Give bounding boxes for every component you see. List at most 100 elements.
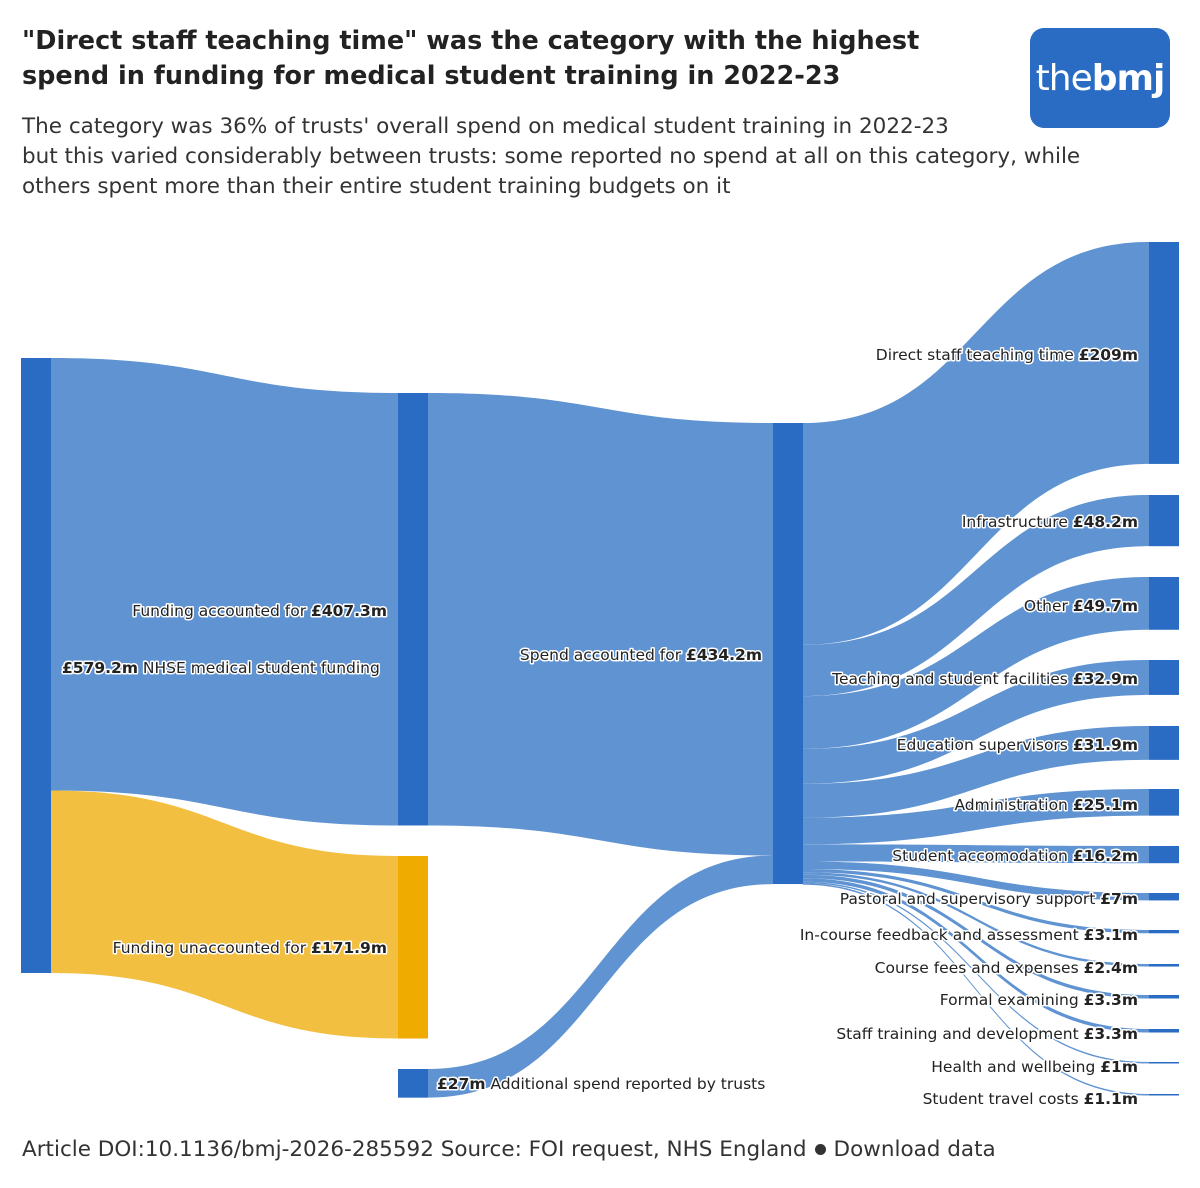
label-c14-value: £1.1m	[1084, 1090, 1138, 1108]
flow-spend-to-c5[interactable]	[803, 726, 1149, 818]
flow-spend-to-c13[interactable]	[803, 881, 1149, 1064]
label-c9-value: £3.1m	[1084, 926, 1138, 944]
label-additional-value: £27m	[437, 1075, 486, 1093]
label-c11-value: £3.3m	[1084, 991, 1138, 1009]
node-accounted[interactable]	[398, 393, 428, 826]
label-additional-name: Additional spend reported by trusts	[486, 1075, 766, 1093]
flow-nhse-to-accounted[interactable]	[51, 358, 398, 826]
label-c6: Administration £25.1m	[954, 796, 1138, 814]
node-c12[interactable]	[1149, 1029, 1179, 1033]
label-spend-name: Spend accounted for	[520, 646, 686, 664]
flow-nhse-to-unaccounted[interactable]	[51, 790, 398, 1039]
node-c5[interactable]	[1149, 726, 1179, 760]
label-c9: In-course feedback and assessment £3.1m	[800, 926, 1138, 944]
label-c5-value: £31.9m	[1073, 736, 1138, 754]
flow-spend-to-c4[interactable]	[803, 660, 1149, 784]
label-c14: Student travel costs £1.1m	[923, 1090, 1138, 1108]
label-c6-name: Administration	[954, 796, 1072, 814]
label-c5: Education supervisors £31.9m	[897, 736, 1138, 754]
node-c4[interactable]	[1149, 660, 1179, 695]
flow-spend-to-c7[interactable]	[803, 844, 1149, 864]
flow-spend-to-c14[interactable]	[803, 883, 1149, 1096]
label-c1-name: Direct staff teaching time	[876, 346, 1079, 364]
node-c2[interactable]	[1149, 495, 1179, 547]
node-additional[interactable]	[398, 1069, 428, 1098]
node-nhse[interactable]	[21, 358, 51, 973]
label-c5-name: Education supervisors	[897, 736, 1073, 754]
label-nhse-name: NHSE medical student funding	[138, 659, 380, 677]
flow-spend-to-c9[interactable]	[803, 868, 1149, 934]
flow-spend-to-c2[interactable]	[803, 495, 1149, 697]
flow-spend-to-c10[interactable]	[803, 872, 1149, 967]
label-unaccounted-name: Funding unaccounted for	[113, 939, 311, 957]
download-data-link[interactable]: Download data	[833, 1137, 996, 1162]
subtitle-line-3: others spent more than their entire stud…	[22, 174, 731, 199]
label-unaccounted-value: £171.9m	[311, 939, 387, 957]
separator-dot-icon	[814, 1143, 826, 1155]
label-nhse-value: £579.2m	[62, 659, 138, 677]
label-additional: £27m Additional spend reported by trusts	[437, 1075, 765, 1093]
bmj-logo[interactable]: the bmj	[1030, 28, 1170, 128]
label-c7-value: £16.2m	[1073, 847, 1138, 865]
flow-spend-to-c12[interactable]	[803, 878, 1149, 1033]
label-unaccounted: Funding unaccounted for £171.9m	[113, 939, 387, 957]
label-c2: Infrastructure £48.2m	[962, 513, 1138, 531]
label-c7: Student accomodation £16.2m	[892, 847, 1138, 865]
flow-spend-to-c8[interactable]	[803, 861, 1149, 901]
label-c9-name: In-course feedback and assessment	[800, 926, 1084, 944]
label-c2-value: £48.2m	[1073, 513, 1138, 531]
label-c10: Course fees and expenses £2.4m	[875, 959, 1138, 977]
label-spend-value: £434.2m	[686, 646, 762, 664]
node-c10[interactable]	[1149, 964, 1179, 967]
node-c11[interactable]	[1149, 995, 1179, 999]
label-c14-name: Student travel costs	[923, 1090, 1084, 1108]
label-c13: Health and wellbeing £1m	[931, 1058, 1138, 1076]
flow-accounted-to-spend[interactable]	[428, 393, 773, 856]
label-accounted-value: £407.3m	[311, 602, 387, 620]
footer: Article DOI:10.1136/bmj-2026-285592 Sour…	[22, 1137, 996, 1162]
node-c8[interactable]	[1149, 893, 1179, 901]
label-c3-value: £49.7m	[1073, 597, 1138, 615]
label-c4: Teaching and student facilities £32.9m	[831, 670, 1138, 688]
node-unaccounted[interactable]	[398, 856, 428, 1039]
logo-text-bmj: bmj	[1091, 57, 1166, 99]
article-doi: Article DOI:10.1136/bmj-2026-285592	[22, 1137, 434, 1162]
label-nhse: £579.2m NHSE medical student funding	[62, 659, 380, 677]
logo-text-the: the	[1035, 57, 1093, 99]
label-c7-name: Student accomodation	[892, 847, 1073, 865]
label-c11-name: Formal examining	[940, 991, 1084, 1009]
flow-spend-to-c1[interactable]	[803, 242, 1149, 645]
node-c1[interactable]	[1149, 242, 1179, 464]
flow-additional-to-spend[interactable]	[428, 855, 773, 1098]
label-c3: Other £49.7m	[1024, 597, 1138, 615]
subtitle-line-2: but this varied considerably between tru…	[22, 144, 1081, 169]
flow-spend-to-c3[interactable]	[803, 577, 1149, 749]
flow-spend-to-c6[interactable]	[803, 789, 1149, 845]
label-c12: Staff training and development £3.3m	[836, 1025, 1138, 1043]
label-c12-value: £3.3m	[1084, 1025, 1138, 1043]
flow-spend-to-c11[interactable]	[803, 874, 1149, 999]
node-c3[interactable]	[1149, 577, 1179, 630]
subtitle-line-1: The category was 36% of trusts' overall …	[22, 114, 949, 139]
label-c2-name: Infrastructure	[962, 513, 1073, 531]
node-c13[interactable]	[1149, 1062, 1179, 1064]
label-spend: Spend accounted for £434.2m	[520, 646, 762, 664]
label-accounted-name: Funding accounted for	[132, 602, 311, 620]
label-c4-value: £32.9m	[1073, 670, 1138, 688]
label-accounted: Funding accounted for £407.3m	[132, 602, 387, 620]
chart-subtitle: The category was 36% of trusts' overall …	[22, 112, 1172, 202]
label-c11: Formal examining £3.3m	[940, 991, 1138, 1009]
node-c14[interactable]	[1149, 1094, 1179, 1096]
node-c9[interactable]	[1149, 930, 1179, 934]
source-note: Source: FOI request, NHS England	[440, 1137, 807, 1162]
node-c6[interactable]	[1149, 789, 1179, 816]
label-c13-name: Health and wellbeing	[931, 1058, 1100, 1076]
node-spend[interactable]	[773, 423, 803, 885]
label-c10-value: £2.4m	[1084, 959, 1138, 977]
node-c7[interactable]	[1149, 846, 1179, 864]
label-c8: Pastoral and supervisory support £7m	[840, 890, 1138, 908]
label-c8-name: Pastoral and supervisory support	[840, 890, 1101, 908]
label-c1: Direct staff teaching time £209m	[876, 346, 1138, 364]
label-c8-value: £7m	[1100, 890, 1138, 908]
label-c13-value: £1m	[1100, 1058, 1138, 1076]
